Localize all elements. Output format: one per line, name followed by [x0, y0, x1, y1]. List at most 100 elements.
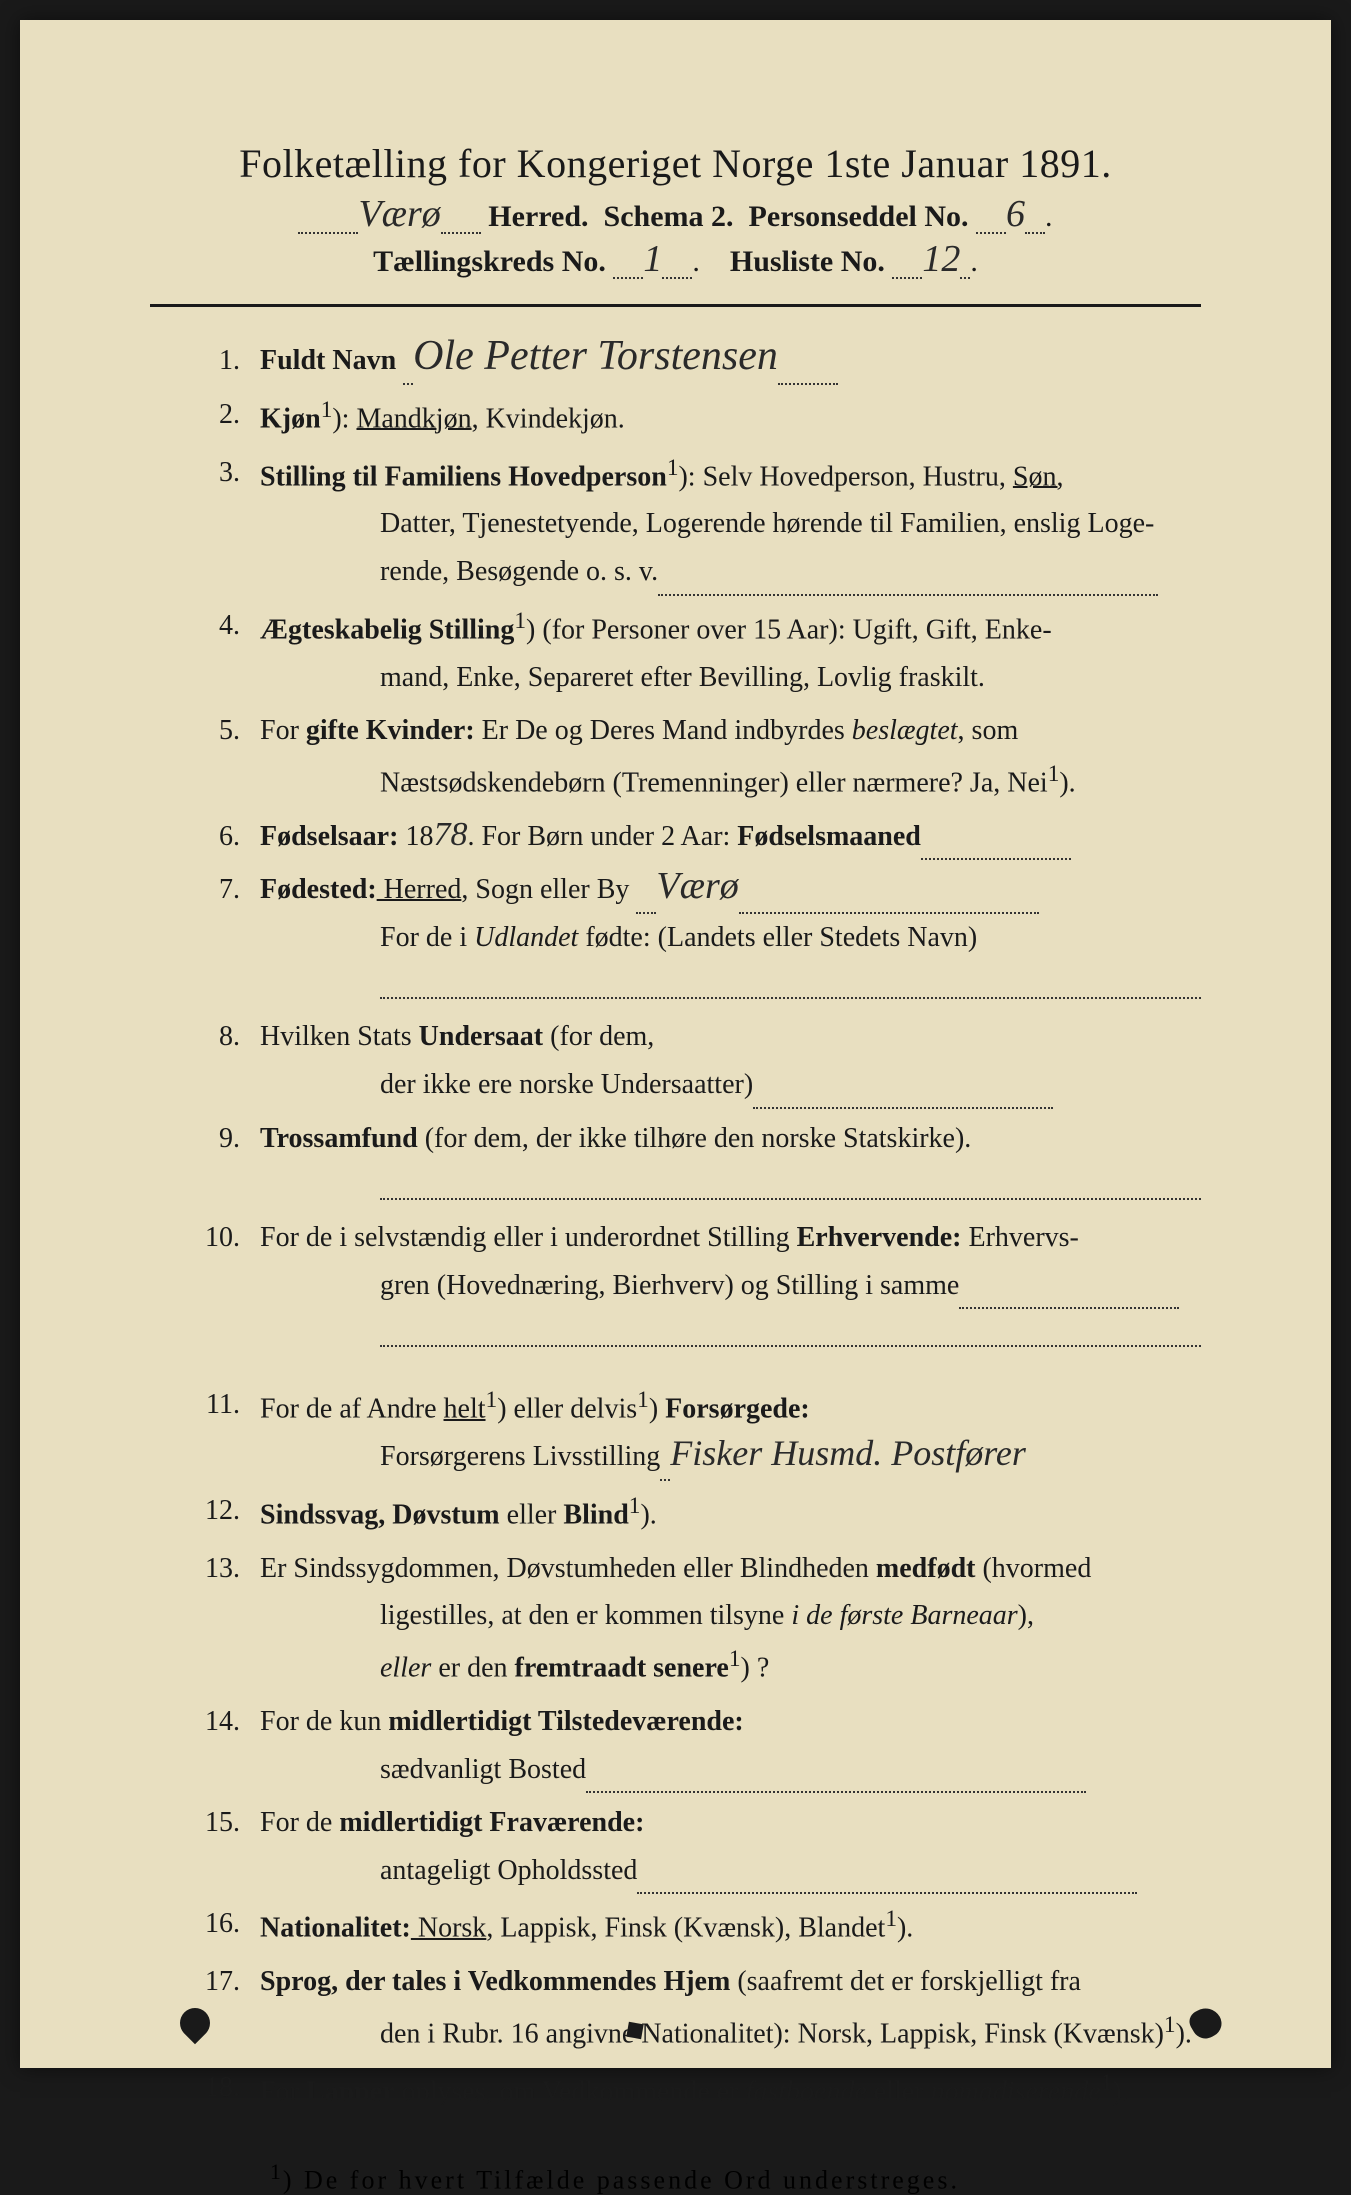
item-15-body: For de midlertidigt Fraværende: antageli… — [260, 1799, 1201, 1894]
item-12: 12. Sindssvag, Døvstum eller Blind1). — [200, 1487, 1201, 1539]
husliste-label: Husliste No. — [730, 245, 885, 278]
item-6-num: 6. — [200, 813, 260, 861]
item-4-body: Ægteskabelig Stilling1) (for Personer ov… — [260, 602, 1201, 702]
item-12-body: Sindssvag, Døvstum eller Blind1). — [260, 1487, 1201, 1539]
item-14-num: 14. — [200, 1698, 260, 1793]
dotted-ps — [976, 201, 1006, 234]
item-8-body: Hvilken Stats Undersaat (for dem, der ik… — [260, 1013, 1201, 1108]
item-3-body: Stilling til Familiens Hovedperson1): Se… — [260, 449, 1201, 596]
item-10-label: Erhvervende: — [797, 1222, 962, 1253]
item-11: 11. For de af Andre helt1) eller delvis1… — [200, 1381, 1201, 1481]
item-8: 8. Hvilken Stats Undersaat (for dem, der… — [200, 1013, 1201, 1108]
item-14-label: midlertidigt Tilstedeværende: — [388, 1706, 743, 1737]
item-17: 17. Sprog, der tales i Vedkommendes Hjem… — [200, 1958, 1201, 2058]
item-9: 9. Trossamfund (for dem, der ikke tilhør… — [200, 1115, 1201, 1209]
item-7-body: Fødested: Herred, Sogn eller By Værø For… — [260, 866, 1201, 1007]
item-13-num: 13. — [200, 1545, 260, 1692]
document-header: Folketælling for Kongeriget Norge 1ste J… — [150, 140, 1201, 279]
item-17-body: Sprog, der tales i Vedkommendes Hjem (sa… — [260, 1958, 1201, 2058]
item-9-num: 9. — [200, 1115, 260, 1209]
item-11-label: Forsørgede: — [665, 1394, 810, 1425]
header-rule — [150, 304, 1201, 307]
item-11-num: 11. — [200, 1381, 260, 1481]
item-7-label: Fødested: — [260, 874, 377, 905]
item-4: 4. Ægteskabelig Stilling1) (for Personer… — [200, 602, 1201, 702]
nationalitet-selected: Norsk — [411, 1913, 486, 1944]
item-9-body: Trossamfund (for dem, der ikke tilhøre d… — [260, 1115, 1201, 1209]
item-2: 2. Kjøn1): Mandkjøn, Kvindekjøn. — [200, 391, 1201, 443]
item-12-num: 12. — [200, 1487, 260, 1539]
item-18: 18. For Lapper oplyses, om Vedkommende e… — [200, 2064, 1201, 2116]
stilling-selected: Søn, — [1013, 461, 1064, 492]
item-1: 1. Fuldt Navn Ole Petter Torstensen — [200, 337, 1201, 385]
item-16-label: Nationalitet: — [260, 1913, 411, 1944]
item-12-label: Sindssvag, Døvstum — [260, 1499, 500, 1530]
fodselsaar-value: 78 — [433, 821, 467, 848]
item-6: 6. Fødselsaar: 1878. For Børn under 2 Aa… — [200, 813, 1201, 861]
item-10-body: For de i selvstændig eller i underordnet… — [260, 1214, 1201, 1375]
item-2-label: Kjøn — [260, 403, 321, 434]
item-5-body: For gifte Kvinder: Er De og Deres Mand i… — [260, 707, 1201, 807]
item-18-body: For Lapper oplyses, om Vedkommende er fa… — [260, 2064, 1201, 2116]
item-1-label: Fuldt Navn — [260, 345, 396, 376]
dotted-k1 — [613, 246, 643, 279]
item-17-label: Sprog, der tales i Vedkommendes Hjem — [260, 1966, 730, 1997]
item-18-label: Lapper — [306, 2076, 395, 2107]
item-4-num: 4. — [200, 602, 260, 702]
dotted-k2 — [662, 246, 692, 279]
schema-label: Schema 2. — [604, 200, 734, 233]
fodested-value: Værø — [656, 871, 738, 901]
item-16-num: 16. — [200, 1900, 260, 1952]
item-15-num: 15. — [200, 1799, 260, 1894]
item-3: 3. Stilling til Familiens Hovedperson1):… — [200, 449, 1201, 596]
herred-label: Herred. — [488, 200, 588, 233]
herred-handwritten: Værø — [358, 199, 440, 229]
item-9-label: Trossamfund — [260, 1123, 418, 1154]
item-1-num: 1. — [200, 337, 260, 385]
item-15-label: midlertidigt Fraværende: — [339, 1807, 644, 1838]
item-5-num: 5. — [200, 707, 260, 807]
item-13: 13. Er Sindssygdommen, Døvstumheden elle… — [200, 1545, 1201, 1692]
item-10: 10. For de i selvstændig eller i underor… — [200, 1214, 1201, 1375]
item-6-label: Fødselsaar: — [260, 821, 398, 852]
item-16: 16. Nationalitet: Norsk, Lappisk, Finsk … — [200, 1900, 1201, 1952]
item-14: 14. For de kun midlertidigt Tilstedevære… — [200, 1698, 1201, 1793]
item-2-num: 2. — [200, 391, 260, 443]
page-tear — [626, 2022, 643, 2039]
item-10-num: 10. — [200, 1214, 260, 1375]
item-2-sup: 1 — [321, 397, 333, 423]
footnote-text: ) De for hvert Tilfælde passende Ord und… — [283, 2165, 960, 2194]
item-17-num: 17. — [200, 1958, 260, 2058]
item-13-label: medfødt — [876, 1553, 976, 1584]
livsstilling-value: Fisker Husmd. Postfører — [670, 1439, 1026, 1468]
kreds-line: Tællingskreds No. 1. Husliste No. 12. — [150, 244, 1201, 279]
dotted-h2 — [960, 246, 970, 279]
kreds-label: Tællingskreds No. — [373, 245, 606, 278]
footnote-rule — [200, 2146, 440, 2148]
item-14-body: For de kun midlertidigt Tilstedeværende:… — [260, 1698, 1201, 1793]
item-7-num: 7. — [200, 866, 260, 1007]
item-8-num: 8. — [200, 1013, 260, 1108]
item-18-num: 18. — [200, 2064, 260, 2116]
item-15: 15. For de midlertidigt Fraværende: anta… — [200, 1799, 1201, 1894]
kreds-no: 1 — [643, 244, 662, 274]
dotted-suffix — [441, 201, 481, 234]
dotted-prefix — [298, 201, 358, 234]
items-list: 1. Fuldt Navn Ole Petter Torstensen 2. K… — [150, 337, 1201, 2116]
main-title: Folketælling for Kongeriget Norge 1ste J… — [150, 140, 1201, 187]
kjon-selected: Mandkjøn — [356, 403, 471, 434]
item-3-label: Stilling til Familiens Hovedperson — [260, 461, 667, 492]
item-5: 5. For gifte Kvinder: Er De og Deres Man… — [200, 707, 1201, 807]
husliste-no: 12 — [922, 244, 960, 274]
item-8-label: Undersaat — [419, 1021, 543, 1052]
item-16-body: Nationalitet: Norsk, Lappisk, Finsk (Kvæ… — [260, 1900, 1201, 1952]
dotted-h1 — [892, 246, 922, 279]
item-6-body: Fødselsaar: 1878. For Børn under 2 Aar: … — [260, 813, 1201, 861]
item-3-num: 3. — [200, 449, 260, 596]
personseddel-no: 6 — [1006, 199, 1025, 229]
fuldt-navn-value: Ole Petter Torstensen — [413, 340, 778, 374]
herred-line: Værø Herred. Schema 2. Personseddel No. … — [150, 199, 1201, 234]
item-2-body: Kjøn1): Mandkjøn, Kvindekjøn. — [260, 391, 1201, 443]
document-page: Folketælling for Kongeriget Norge 1ste J… — [20, 20, 1331, 2068]
item-1-body: Fuldt Navn Ole Petter Torstensen — [260, 337, 1201, 385]
